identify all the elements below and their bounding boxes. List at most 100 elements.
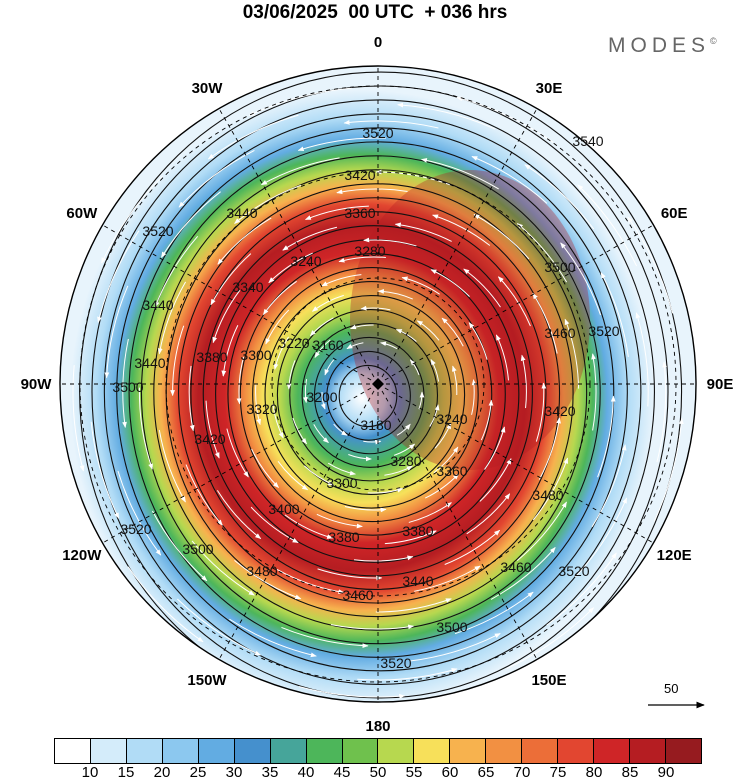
streamline <box>532 457 569 521</box>
colorbar-tick-label: 10 <box>81 764 99 781</box>
colorbar-tick-label: 70 <box>513 764 531 781</box>
streamline <box>303 465 335 486</box>
pole-marker <box>372 378 384 390</box>
streamline <box>251 448 279 488</box>
streamline <box>154 236 199 308</box>
streamline <box>471 156 548 204</box>
streamline <box>353 555 414 562</box>
streamline <box>433 446 459 474</box>
streamline <box>516 223 568 283</box>
colorbar-swatch <box>270 739 307 763</box>
contour-label: 3460 <box>342 587 373 603</box>
streamline <box>97 230 140 323</box>
colorbar-swatch <box>234 739 271 763</box>
colorbar-tick-label: 25 <box>189 764 207 781</box>
streamline <box>265 309 290 345</box>
height-contour <box>252 267 493 523</box>
streamline <box>409 633 501 662</box>
colorbar-swatch <box>198 739 235 763</box>
colorbar-swatch <box>630 739 666 763</box>
longitude-label: 30E <box>536 80 563 97</box>
meridian-line <box>102 224 379 385</box>
streamline <box>495 334 509 381</box>
colorbar-swatch <box>306 739 343 763</box>
colorbar-tick-label: 75 <box>549 764 567 781</box>
streamline <box>432 214 491 246</box>
height-contour <box>215 225 533 563</box>
streamline <box>336 188 408 195</box>
colorbar-swatch <box>126 739 163 763</box>
streamline <box>234 184 302 224</box>
height-contour <box>153 155 601 631</box>
colorbar-swatch <box>522 739 559 763</box>
contour-label: 3380 <box>196 349 227 365</box>
streamline <box>520 354 527 409</box>
streamline <box>484 426 506 470</box>
longitude-label: 120E <box>657 547 692 564</box>
streamline <box>216 490 262 539</box>
streamline <box>281 626 369 649</box>
colorbar-tick-label: 60 <box>441 764 459 781</box>
colorbar-tick-label: 15 <box>117 764 135 781</box>
reference-vector: 50 <box>648 681 708 717</box>
streamline <box>357 668 458 681</box>
streamline <box>276 569 345 595</box>
streamline <box>268 252 313 284</box>
streamline <box>574 497 628 578</box>
streamline <box>560 242 602 316</box>
colorbar-swatch <box>486 739 523 763</box>
streamline <box>226 428 249 478</box>
streamline <box>532 292 558 354</box>
streamline <box>524 164 595 230</box>
contour-label: 3440 <box>402 573 433 589</box>
streamline <box>597 395 616 478</box>
meridian-line <box>377 224 654 385</box>
streamline <box>516 501 567 562</box>
colorbar-swatch <box>450 739 487 763</box>
meridians <box>60 66 696 702</box>
colorbar-tick-label: 20 <box>153 764 171 781</box>
map-border <box>59 65 697 703</box>
streamline <box>408 502 452 523</box>
streamline <box>425 473 459 499</box>
contour-label: 3240 <box>436 411 467 427</box>
contour-labels: 3520 3540 3420 3360 3440 3520 3280 3240 3340 3500… <box>112 125 619 671</box>
streamline <box>546 552 617 626</box>
streamline <box>284 514 334 539</box>
contour-label: 3380 <box>328 529 359 545</box>
streamline <box>577 184 638 267</box>
streamline <box>321 274 362 287</box>
streamline <box>101 175 163 264</box>
streamline <box>466 493 511 535</box>
streamline <box>260 157 340 186</box>
meridian-line <box>377 383 538 660</box>
streamline <box>454 591 534 635</box>
streamline <box>236 356 245 405</box>
height-contour <box>190 197 561 590</box>
colorbar-tick-label: 30 <box>225 764 243 781</box>
streamline <box>360 305 391 311</box>
streamline <box>320 391 326 410</box>
streamline <box>297 137 386 152</box>
streamline <box>401 276 440 295</box>
page-title: 03/06/2025 00 UTC + 036 hrs <box>242 2 508 23</box>
streamline <box>490 547 556 600</box>
streamline <box>409 359 420 376</box>
colorbar-swatch <box>90 739 127 763</box>
streamline <box>344 505 387 513</box>
height-contour <box>116 113 642 672</box>
contour-label: 3420 <box>344 167 375 183</box>
streamline <box>363 237 417 247</box>
streamline <box>656 361 667 463</box>
streamline <box>444 529 501 565</box>
streamline <box>221 325 239 377</box>
streamline <box>396 423 411 436</box>
streamline <box>303 379 308 404</box>
streamline <box>304 205 369 221</box>
streamline <box>188 365 195 432</box>
streamline <box>205 400 220 459</box>
height-contour <box>91 85 669 699</box>
streamline <box>434 422 452 449</box>
colorbar-swatch <box>55 739 91 763</box>
streamline <box>217 217 272 265</box>
